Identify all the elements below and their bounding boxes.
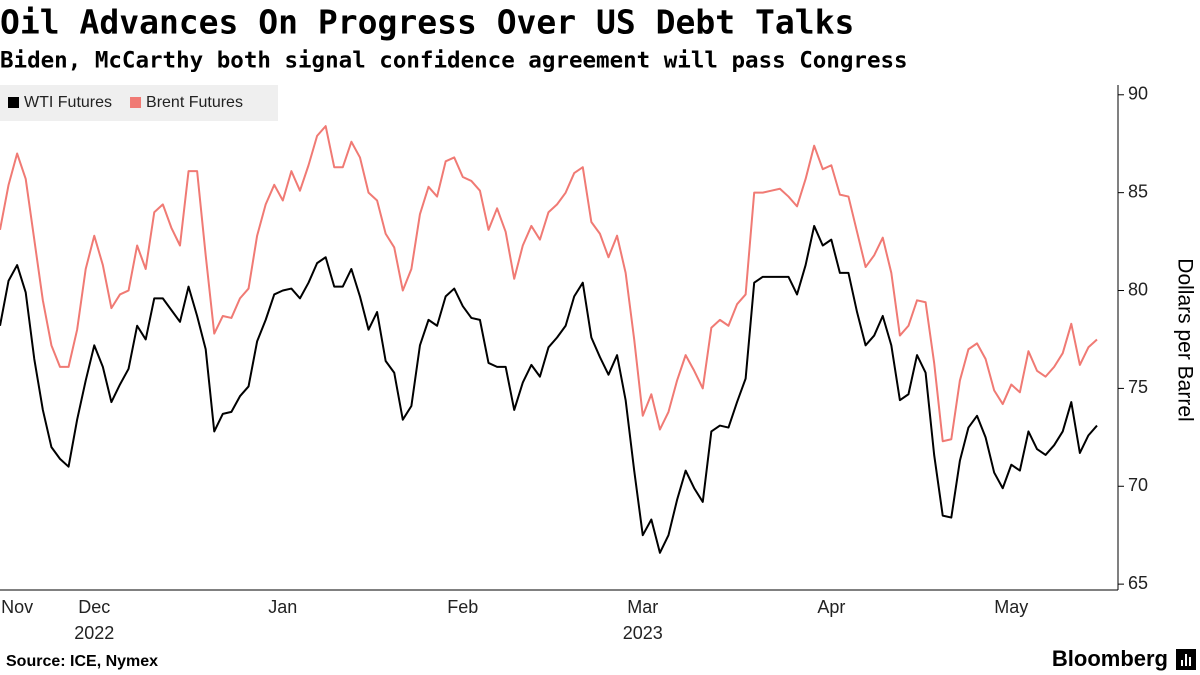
series-line [0,224,1098,554]
legend-swatch [8,97,19,108]
legend-label: Brent Futures [146,94,243,111]
x-tick-label: Dec [78,597,110,617]
chart-subtitle: Biden, McCarthy both signal confidence a… [0,48,908,74]
x-tick-label: Feb [447,597,478,617]
y-tick-label: 70 [1128,475,1148,495]
y-tick-label: 90 [1128,84,1148,104]
series-line [0,125,1098,443]
x-group-label: 2023 [623,623,663,643]
x-tick-label: Mar [627,597,658,617]
y-tick-label: 85 [1128,181,1148,201]
x-tick-label: May [994,597,1028,617]
y-tick-label: 80 [1128,279,1148,299]
x-tick-label: Apr [817,597,845,617]
brand: Bloomberg [1052,646,1168,671]
source: Source: ICE, Nymex [6,653,158,670]
x-group-label: 2022 [74,623,114,643]
x-tick-label: Nov [1,597,33,617]
chart-title: Oil Advances On Progress Over US Debt Ta… [0,3,854,42]
legend-swatch [130,97,142,108]
x-tick-label: Jan [268,597,297,617]
y-tick-label: 75 [1128,377,1148,397]
brand-icon [1176,649,1196,670]
legend-label: WTI Futures [24,94,112,111]
y-axis-label: Dollars per Barrel [1173,258,1196,421]
y-tick-label: 65 [1128,573,1148,593]
